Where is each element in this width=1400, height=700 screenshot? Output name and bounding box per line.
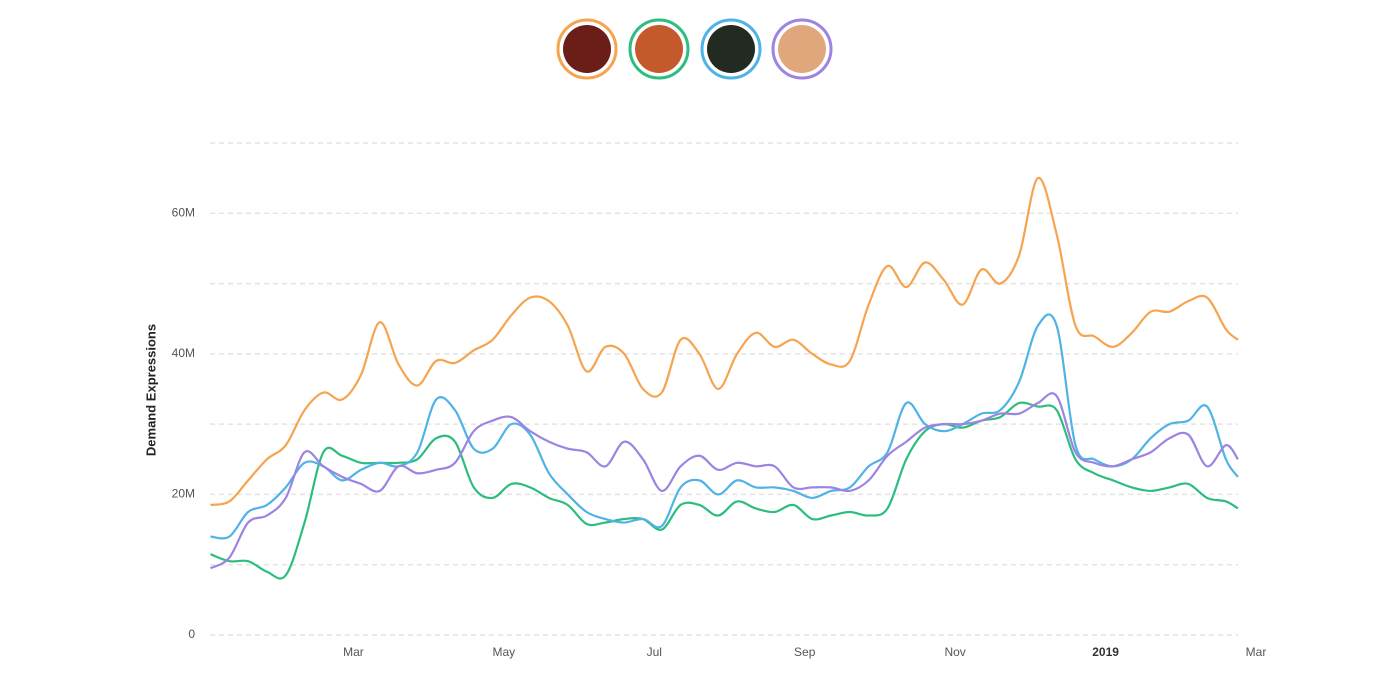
y-axis-label: Demand Expressions [143, 324, 158, 456]
x-tick-label: Mar [343, 645, 364, 659]
y-tick-label: 60M [172, 205, 195, 219]
x-tick-label: Mar [1246, 645, 1267, 659]
y-tick-label: 40M [172, 346, 195, 360]
series-line [210, 177, 1239, 507]
y-tick-label: 20M [172, 487, 195, 501]
series-line [210, 313, 1239, 540]
avatar-image [563, 25, 611, 73]
avatar-legend [556, 18, 833, 80]
y-tick-label: 0 [188, 627, 195, 641]
x-tick-label: 2019 [1092, 645, 1119, 659]
x-tick-label: Sep [794, 645, 816, 659]
x-tick-label: May [493, 645, 516, 659]
avatar-image [707, 25, 755, 73]
avatar-image [778, 25, 826, 73]
series-line [209, 392, 1239, 570]
x-tick-label: Nov [944, 645, 965, 659]
x-tick-label: Jul [647, 645, 662, 659]
avatar-image [635, 25, 683, 73]
